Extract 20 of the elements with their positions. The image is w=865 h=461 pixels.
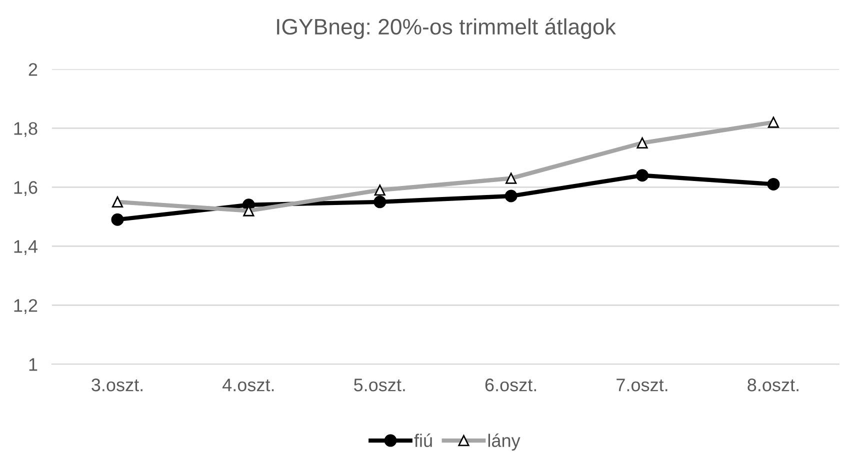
x-tick-label: 7.oszt. [616, 378, 668, 392]
x-tick-label: 3.oszt. [92, 378, 142, 392]
y-tick-label: 1 [29, 358, 38, 371]
chart-title: IGYBneg: 20%-os trimmelt átlagok [277, 18, 616, 40]
x-tick-label: 8.oszt. [748, 378, 798, 392]
y-tick-label: 2 [28, 63, 38, 76]
point [767, 178, 780, 190]
legend-label: lány [488, 434, 520, 451]
point [374, 196, 386, 208]
x-tick-label: 6.oszt. [485, 378, 536, 392]
point [636, 169, 649, 182]
y-tick-label: 1,6 [14, 181, 38, 196]
x-tick-label: 5.oszt. [354, 378, 405, 392]
y-tick-label: 1,4 [14, 240, 38, 256]
x-tick-label: 4.oszt. [222, 378, 274, 392]
y-tick-label: 1,2 [14, 299, 38, 314]
point [111, 213, 124, 226]
y-tick-label: 1,8 [14, 122, 38, 138]
point [504, 190, 518, 202]
legend-label: fiú [414, 434, 432, 448]
